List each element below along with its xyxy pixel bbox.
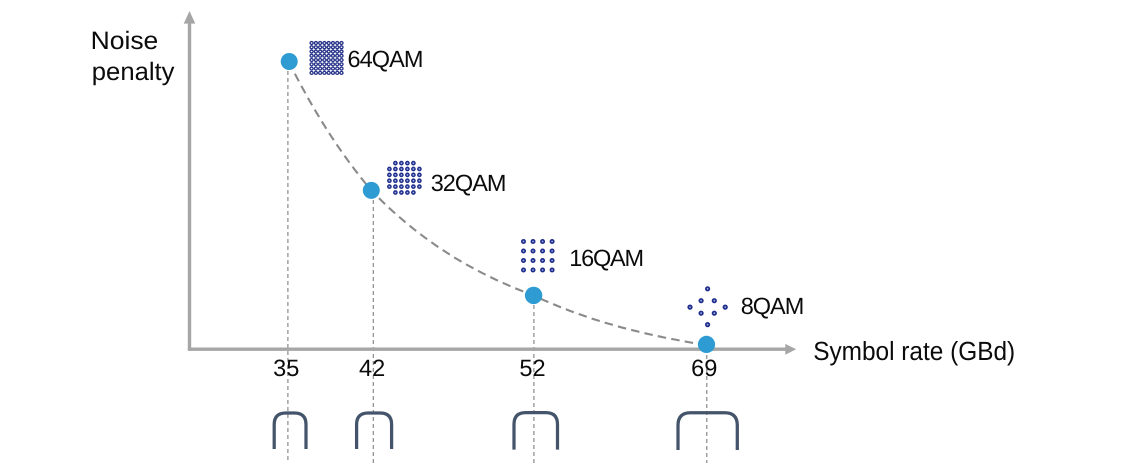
- svg-text:42: 42: [359, 356, 385, 382]
- svg-text:52: 52: [519, 356, 545, 382]
- svg-text:16QAM: 16QAM: [569, 245, 644, 271]
- svg-text:Symbol rate (GBd): Symbol rate (GBd): [813, 336, 1015, 366]
- svg-text:35: 35: [273, 356, 299, 382]
- svg-text:69: 69: [691, 356, 717, 382]
- svg-text:Noise: Noise: [91, 27, 159, 55]
- svg-text:penalty: penalty: [92, 58, 175, 86]
- svg-text:8QAM: 8QAM: [741, 293, 805, 319]
- svg-text:32QAM: 32QAM: [431, 170, 507, 196]
- svg-text:64QAM: 64QAM: [348, 46, 424, 72]
